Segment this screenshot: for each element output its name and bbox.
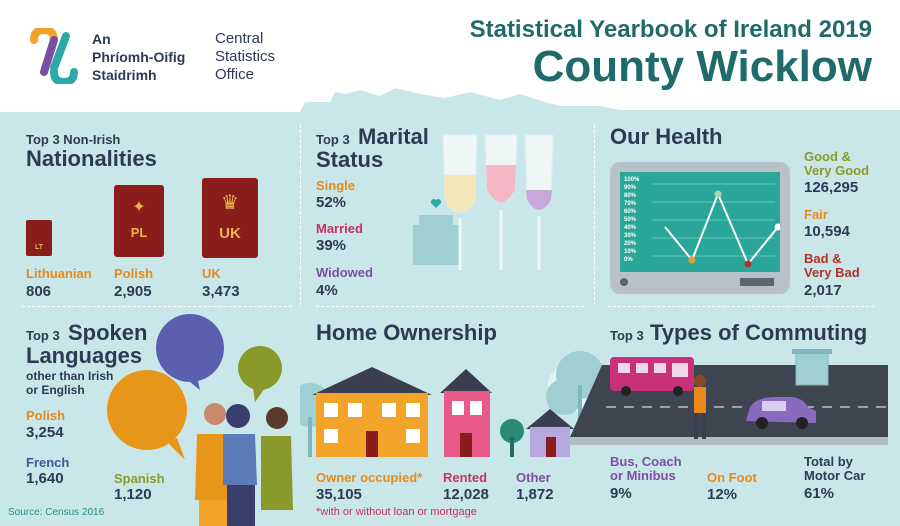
nationality-value: 2,905 (114, 283, 152, 300)
language-value: 1,120 (114, 486, 152, 503)
home-name: Owner occupied* (316, 470, 423, 485)
page-title: Statistical Yearbook of Ireland 2019 (469, 16, 872, 43)
commuting-heading: Types of Commuting (650, 320, 868, 345)
languages-heading: Languages (26, 343, 143, 368)
marital-value: 52% (316, 194, 347, 211)
divider (608, 306, 874, 307)
marital-heading: Marital (358, 124, 429, 149)
passport-lithuania-icon: LT (26, 220, 52, 256)
health-value: 10,594 (804, 223, 850, 240)
nationality-value: 3,473 (202, 283, 240, 300)
home-value: 1,872 (516, 486, 554, 503)
nationality-name: UK (202, 266, 221, 281)
source-note: Source: Census 2016 (8, 507, 105, 518)
languages-heading-small: Top 3 (26, 328, 60, 343)
marital-heading: Status (316, 147, 384, 172)
people-talking-icon (107, 314, 293, 526)
language-value: 3,254 (26, 424, 64, 441)
languages-heading: Spoken (68, 320, 148, 345)
logo-english-name: Central Statistics Office (215, 30, 276, 83)
road-scene-icon (546, 349, 888, 445)
passport-poland-icon: ✦ PL (114, 185, 164, 257)
commute-value: 9% (610, 485, 632, 502)
home-value: 12,028 (443, 486, 489, 503)
nationalities-heading-small: Top 3 Non-Irish (26, 132, 121, 147)
divider (22, 306, 292, 307)
nationality-value: 806 (26, 283, 52, 300)
language-name: French (26, 455, 70, 470)
commute-name: Total by Motor Car (804, 454, 866, 483)
commute-value: 61% (804, 485, 835, 502)
home-value: 35,105 (316, 486, 362, 503)
home-heading: Home Ownership (316, 320, 497, 345)
monitor-screen (620, 172, 780, 272)
commuting-heading-small: Top 3 (610, 328, 644, 343)
marital-value: 4% (316, 282, 338, 299)
health-name: Good & Very Good (804, 149, 870, 178)
monitor-ticks: 100% 90% 80% 70% 60% 50% 40% 30% 20% 10%… (624, 177, 640, 263)
logo-irish-name: An Phríomh-Oifig Staidrimh (92, 31, 186, 83)
marital-heading-small: Top 3 (316, 132, 350, 147)
nationality-name: Lithuanian (26, 266, 92, 281)
commute-name: Bus, Coach or Minibus (610, 454, 682, 483)
monitor-icon: 100% 90% 80% 70% 60% 50% 40% 30% 20% 10%… (610, 162, 790, 294)
marital-name: Widowed (316, 265, 373, 280)
passport-uk-icon: ♛ UK (202, 178, 258, 258)
health-heading: Our Health (610, 124, 723, 149)
health-name: Bad & Very Bad (804, 251, 860, 280)
language-name: Polish (26, 408, 66, 423)
language-name: Spanish (114, 471, 165, 486)
marital-name: Married (316, 221, 363, 236)
divider (316, 306, 584, 307)
commute-value: 12% (707, 486, 738, 503)
marital-value: 39% (316, 237, 347, 254)
health-value: 126,295 (804, 179, 859, 196)
champagne-glasses-icon (413, 134, 554, 270)
language-value: 1,640 (26, 470, 64, 487)
home-name: Other (516, 470, 551, 485)
nationality-name: Polish (114, 266, 154, 281)
health-value: 2,017 (804, 282, 842, 299)
commute-name: On Foot (707, 470, 757, 485)
languages-subheading: other than Irish or English (26, 369, 114, 397)
cso-logo-icon (26, 25, 80, 87)
marital-name: Single (316, 178, 356, 193)
health-name: Fair (804, 207, 828, 222)
divider (300, 125, 301, 305)
skyline-decoration (0, 88, 900, 130)
county-title: County Wicklow (532, 42, 872, 91)
home-footnote: *with or without loan or mortgage (316, 506, 477, 518)
divider (594, 125, 595, 305)
header-band (0, 0, 900, 112)
home-name: Rented (443, 470, 488, 485)
nationalities-heading: Nationalities (26, 146, 157, 171)
